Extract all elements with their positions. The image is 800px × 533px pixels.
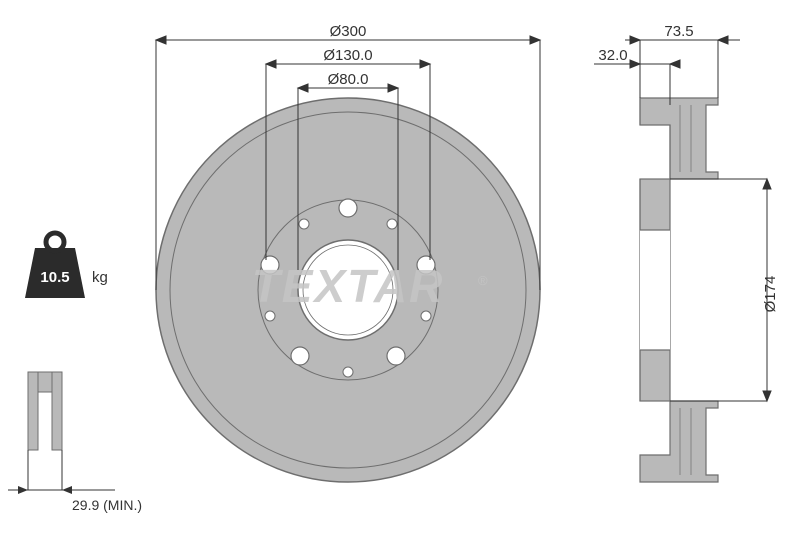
dim-hat-diameter: Ø174 <box>670 179 779 401</box>
weight-icon: 10.5 kg <box>25 233 108 298</box>
svg-text:®: ® <box>478 273 488 288</box>
dim-overall-width: 73.5 <box>625 23 740 98</box>
svg-text:Ø130.0: Ø130.0 <box>323 47 372 64</box>
side-view <box>640 98 718 482</box>
svg-text:Ø300: Ø300 <box>330 23 367 40</box>
dim-thickness: 32.0 <box>594 47 680 105</box>
svg-text:32.0: 32.0 <box>598 47 627 64</box>
weight-unit: kg <box>92 269 108 286</box>
svg-text:Ø80.0: Ø80.0 <box>328 71 369 88</box>
front-view: TEXTAR ® <box>156 98 540 482</box>
weight-value: 10.5 <box>40 269 69 286</box>
svg-text:29.9 (MIN.): 29.9 (MIN.) <box>72 497 142 513</box>
svg-text:Ø174: Ø174 <box>762 276 779 313</box>
diagram-canvas: TEXTAR ® Ø300 Ø130.0 <box>0 0 800 533</box>
watermark-text: TEXTAR <box>252 260 445 312</box>
svg-text:73.5: 73.5 <box>664 23 693 40</box>
min-thickness-profile: 29.9 (MIN.) <box>8 372 142 513</box>
